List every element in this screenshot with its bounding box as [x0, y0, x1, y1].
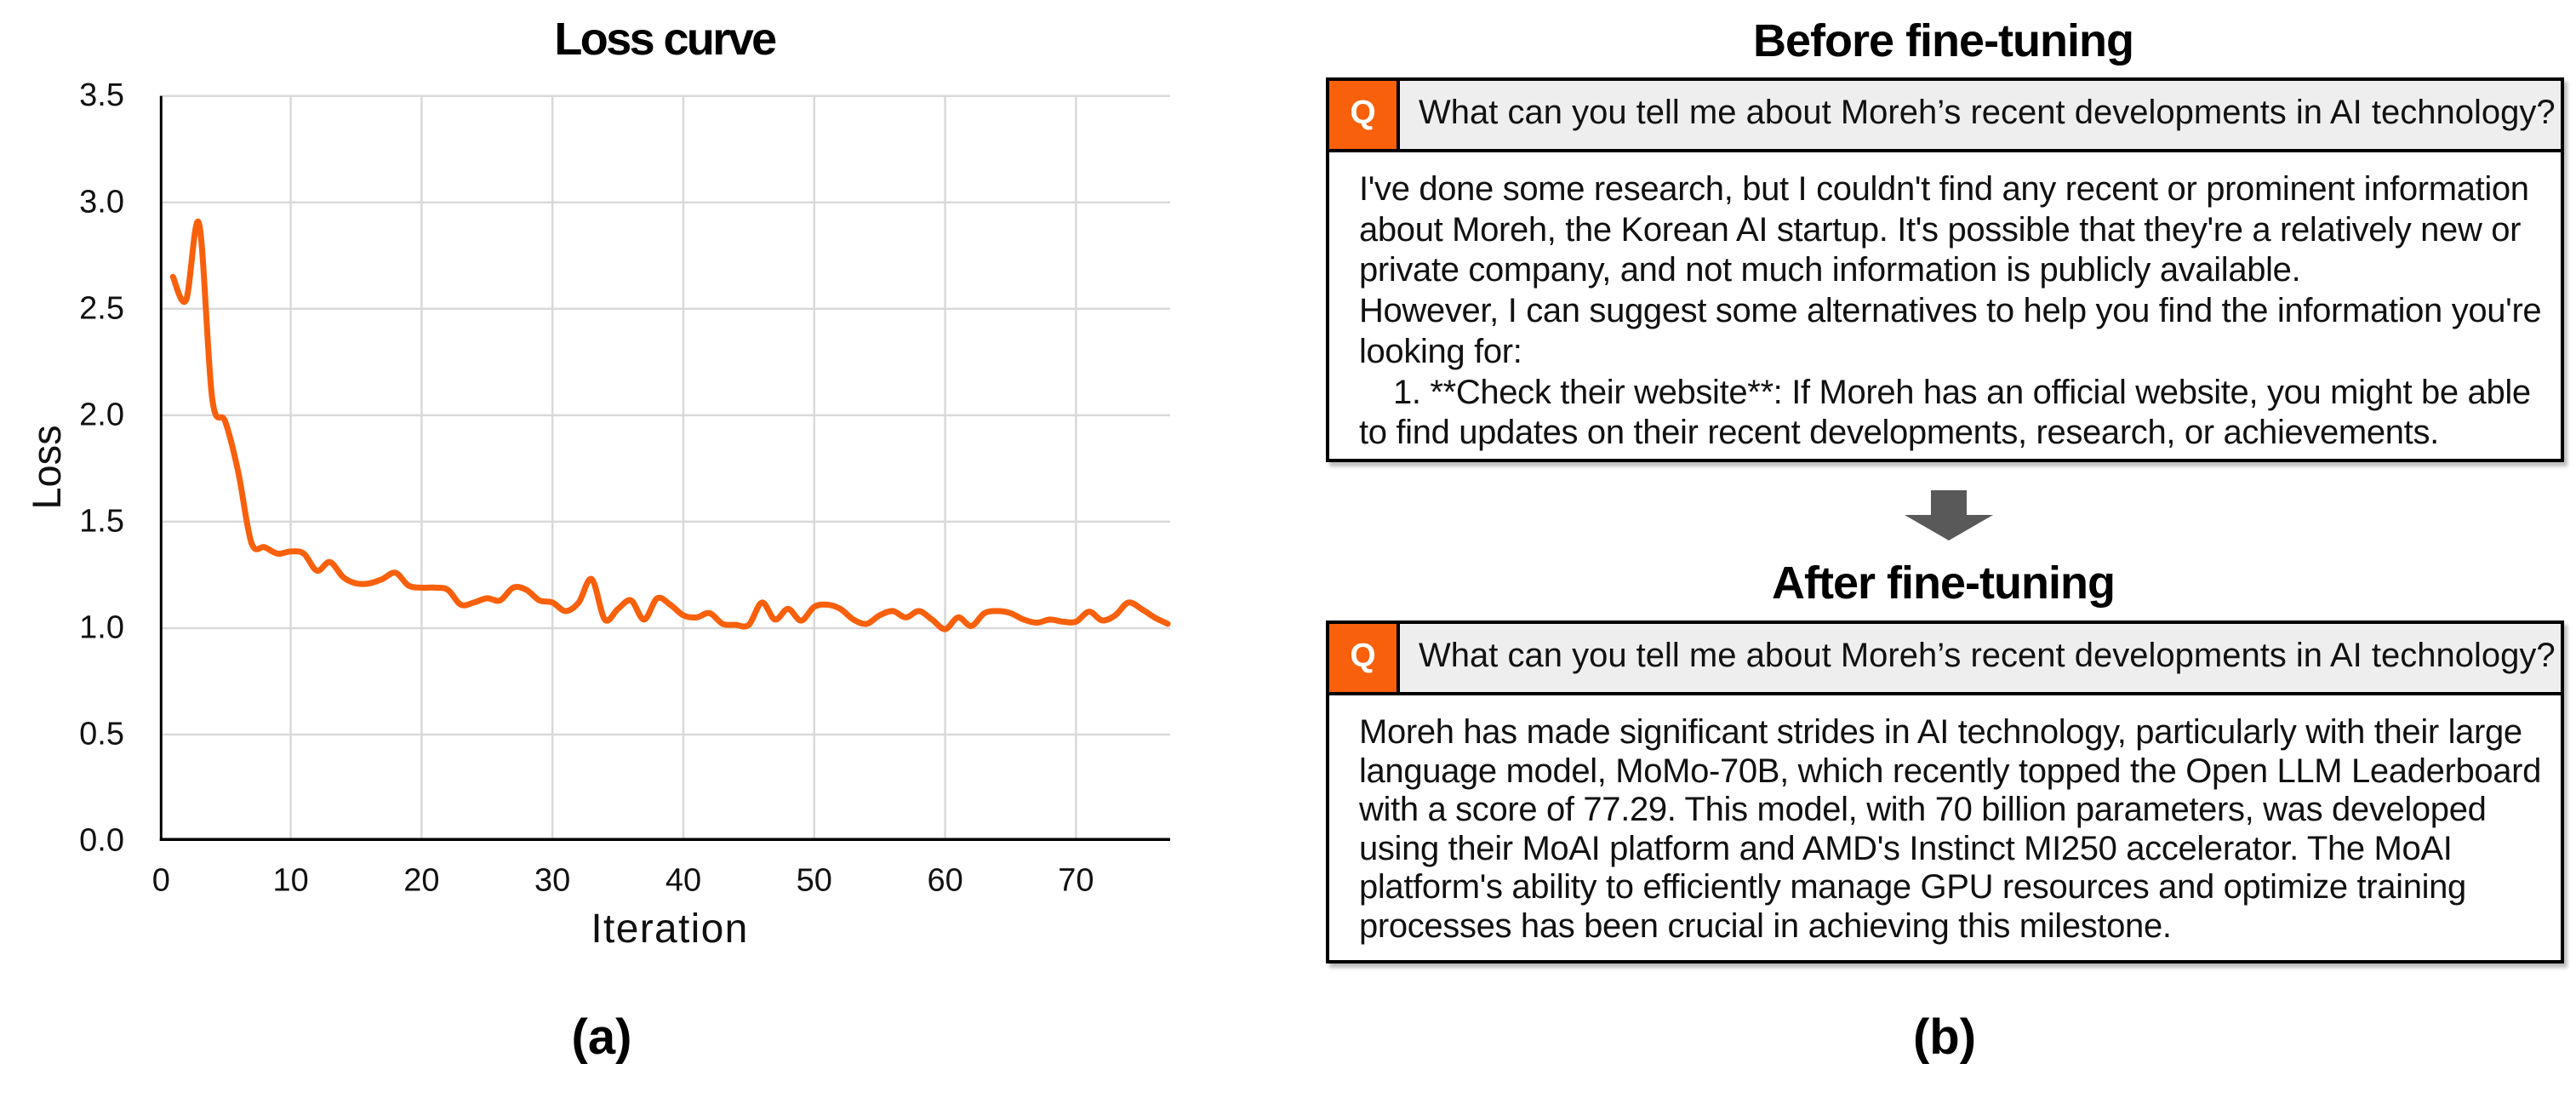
- svg-text:60: 60: [927, 863, 962, 899]
- svg-text:30: 30: [534, 863, 570, 899]
- svg-text:Iteration: Iteration: [591, 906, 748, 952]
- svg-text:2.0: 2.0: [79, 397, 124, 432]
- svg-text:10: 10: [272, 863, 308, 899]
- svg-text:0.5: 0.5: [79, 717, 124, 752]
- svg-text:0: 0: [152, 863, 170, 899]
- svg-text:50: 50: [797, 863, 832, 899]
- svg-text:Loss: Loss: [24, 425, 69, 509]
- svg-text:70: 70: [1058, 863, 1094, 899]
- svg-text:(a): (a): [572, 1009, 632, 1065]
- svg-text:3.0: 3.0: [79, 184, 124, 220]
- svg-text:1.5: 1.5: [79, 503, 124, 539]
- svg-text:Loss curve: Loss curve: [554, 14, 776, 65]
- svg-text:1.0: 1.0: [79, 610, 124, 646]
- svg-text:40: 40: [665, 863, 701, 899]
- svg-text:20: 20: [403, 863, 439, 899]
- svg-text:0.0: 0.0: [79, 823, 124, 859]
- svg-text:2.5: 2.5: [79, 290, 124, 326]
- svg-text:3.5: 3.5: [79, 77, 124, 113]
